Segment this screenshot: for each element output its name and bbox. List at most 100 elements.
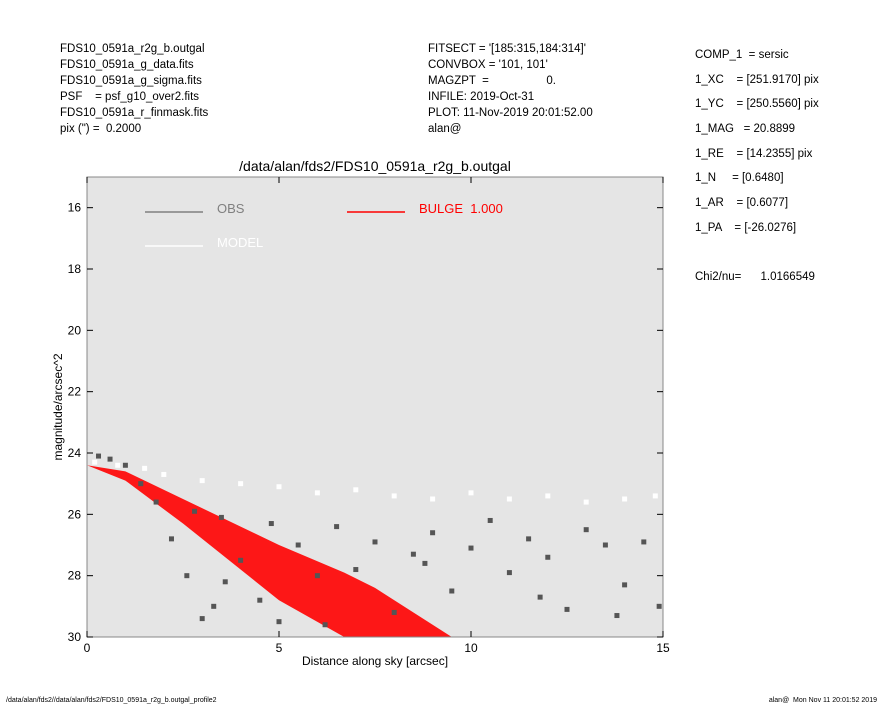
legend-label: OBS xyxy=(217,201,245,216)
x-tick-label: 15 xyxy=(656,641,670,655)
header-line: FITSECT = '[185:315,184:314]' xyxy=(428,43,586,55)
header-line: FDS10_0591a_g_sigma.fits xyxy=(60,75,202,87)
header-line: 1_PA = [-26.0276] xyxy=(695,221,797,234)
header-line: PSF = psf_g10_over2.fits xyxy=(60,91,200,103)
obs-point xyxy=(268,521,274,527)
obs-point xyxy=(564,606,570,612)
model-point xyxy=(314,490,320,496)
obs-point xyxy=(449,588,455,594)
obs-point xyxy=(430,530,436,536)
model-point xyxy=(622,496,628,502)
model-point xyxy=(583,499,589,505)
obs-point xyxy=(545,554,551,560)
y-tick-label: 20 xyxy=(68,323,82,337)
y-axis-label: magnitude/arcsec^2 xyxy=(51,353,65,460)
header-line: FDS10_0591a_r_finmask.fits xyxy=(60,107,209,119)
header-line: FDS10_0591a_g_data.fits xyxy=(60,59,194,71)
obs-point xyxy=(295,542,301,548)
y-tick-label: 18 xyxy=(68,262,82,276)
header-right: COMP_1 = sersic 1_XC = [251.9170] pix 1_YC… xyxy=(695,47,819,294)
obs-point xyxy=(211,603,217,609)
obs-point xyxy=(257,597,263,603)
obs-point xyxy=(506,570,512,576)
obs-point xyxy=(322,622,328,628)
model-point xyxy=(391,493,397,499)
obs-point xyxy=(192,508,198,514)
plot-background xyxy=(87,177,663,637)
plot-frame xyxy=(86,176,664,638)
footer-left: /data/alan/fds2//data/alan/fds2/FDS10_05… xyxy=(6,697,217,704)
obs-point xyxy=(468,545,474,551)
y-tick-label: 28 xyxy=(68,569,82,583)
model-point xyxy=(238,481,244,487)
obs-point xyxy=(222,579,228,585)
model-point xyxy=(545,493,551,499)
obs-point xyxy=(614,613,620,619)
header-line: CONVBOX = '101, 101' xyxy=(428,59,548,71)
legend-label: BULGE 1.000 xyxy=(419,201,503,216)
obs-point xyxy=(537,594,543,600)
header-line: COMP_1 = sersic xyxy=(695,49,789,61)
bulge-band xyxy=(87,465,452,637)
header-line: FDS10_0591a_r2g_b.outgal xyxy=(60,43,205,55)
obs-point xyxy=(107,456,113,462)
y-tick-label: 16 xyxy=(68,201,82,215)
model-point xyxy=(199,478,205,484)
obs-point xyxy=(276,619,282,625)
header-line: 1_YC = [250.5560] pix xyxy=(695,98,819,111)
y-tick-label: 26 xyxy=(68,507,82,521)
obs-point xyxy=(334,524,340,530)
header-line: 1_MAG = 20.8899 xyxy=(695,123,796,136)
model-point xyxy=(430,496,436,502)
model-point xyxy=(353,487,359,493)
header-line: pix (") = 0.2000 xyxy=(60,123,142,135)
x-axis-label: Distance along sky [arcsec] xyxy=(302,654,448,668)
obs-point xyxy=(656,603,662,609)
obs-point xyxy=(391,609,397,615)
chart: /data/alan/fds2/FDS10_0591a_r2g_b.outgal… xyxy=(51,158,670,668)
y-tick-label: 30 xyxy=(68,630,82,644)
model-point xyxy=(276,484,282,490)
obs-point xyxy=(218,514,224,520)
model-point xyxy=(161,471,167,477)
model-point xyxy=(506,496,512,502)
header-line: MAGZPT = 0. xyxy=(428,75,556,87)
legend-label: MODEL xyxy=(217,235,263,250)
obs-point xyxy=(583,527,589,533)
model-point xyxy=(468,490,474,496)
header-line: PLOT: 11-Nov-2019 20:01:52.00 xyxy=(428,107,593,119)
obs-point xyxy=(526,536,532,542)
obs-point xyxy=(602,542,608,548)
header-line: 1_N = [0.6480] xyxy=(695,172,784,185)
obs-point xyxy=(372,539,378,545)
x-tick-label: 10 xyxy=(464,641,478,655)
obs-point xyxy=(138,481,144,487)
model-point xyxy=(92,459,98,465)
obs-point xyxy=(353,567,359,573)
model-point xyxy=(142,465,148,471)
obs-point xyxy=(168,536,174,542)
y-tick-label: 24 xyxy=(68,446,82,460)
obs-point xyxy=(641,539,647,545)
obs-point xyxy=(410,551,416,557)
header-line: 1_RE = [14.2355] pix xyxy=(695,147,813,160)
footer-right: alan@ Mon Nov 11 20:01:52 2019 xyxy=(768,697,877,704)
header-middle: FITSECT = '[185:315,184:314]' CONVBOX = '… xyxy=(428,41,593,137)
header-left: FDS10_0591a_r2g_b.outgal FDS10_0591a_g_da… xyxy=(60,41,208,137)
obs-point xyxy=(96,453,102,459)
obs-point xyxy=(153,499,159,505)
obs-point xyxy=(314,573,320,579)
header-line: Chi2/nu= 1.0166549 xyxy=(695,271,815,284)
model-point xyxy=(115,462,121,468)
header-line: 1_AR = [0.6077] xyxy=(695,197,789,210)
obs-point xyxy=(122,462,128,468)
obs-point xyxy=(487,517,493,523)
obs-point xyxy=(622,582,628,588)
obs-point xyxy=(184,573,190,579)
header-line: 1_XC = [251.9170] pix xyxy=(695,73,819,86)
model-point xyxy=(652,493,658,499)
obs-point xyxy=(238,557,244,563)
header-line: INFILE: 2019-Oct-31 xyxy=(428,91,535,103)
obs-point xyxy=(199,616,205,622)
